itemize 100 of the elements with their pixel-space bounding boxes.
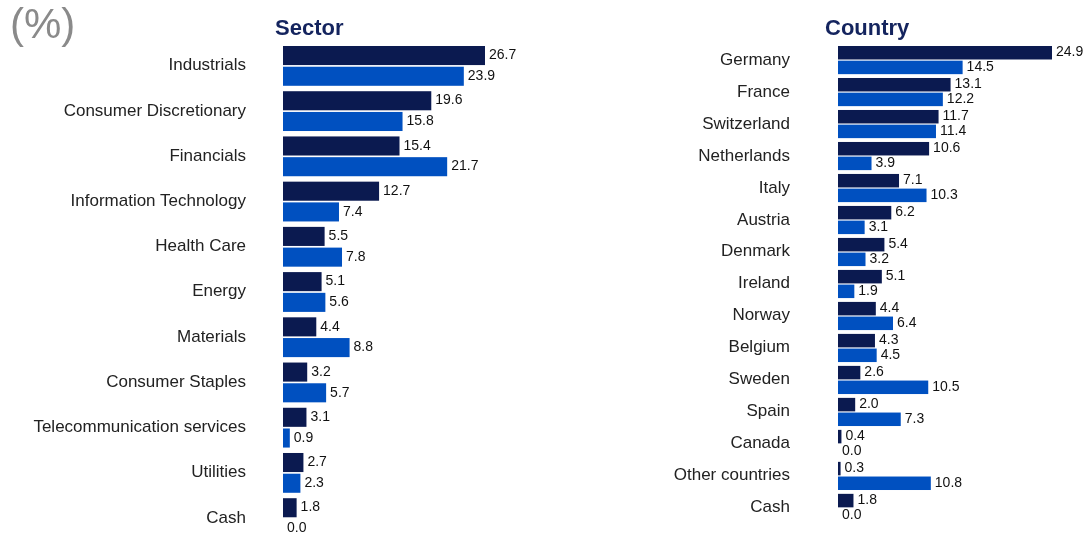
data-label: 6.4 (897, 314, 917, 331)
y-tick-label: Switzerland (702, 113, 790, 133)
y-tick-label: Health Care (155, 236, 246, 256)
bar (838, 173, 900, 188)
data-label: 2.3 (304, 473, 325, 490)
data-label: 0.4 (845, 427, 866, 444)
bar (838, 316, 893, 331)
data-label: 7.8 (346, 247, 366, 264)
bar (283, 136, 400, 156)
data-label: 1.9 (858, 282, 879, 299)
bar (838, 493, 854, 508)
data-label: 0.9 (293, 428, 314, 445)
data-label: 0.0 (842, 441, 862, 458)
data-label: 4.5 (880, 346, 901, 363)
y-tick-label: Netherlands (698, 145, 790, 165)
bar (838, 252, 866, 267)
bar (283, 383, 327, 403)
y-tick-label: Materials (177, 326, 246, 346)
bar (283, 111, 403, 132)
y-tick-label: Cash (206, 507, 246, 527)
bar (283, 247, 343, 267)
bar (283, 91, 432, 111)
data-label: 15.4 (403, 136, 431, 153)
bar (838, 365, 861, 380)
bar (283, 498, 297, 518)
y-tick-label: Ireland (738, 273, 790, 293)
bar (283, 338, 350, 358)
bar (838, 348, 877, 363)
bar (838, 412, 901, 427)
bar (838, 301, 876, 316)
data-label: 24.9 (1056, 43, 1084, 60)
data-label: 4.4 (320, 317, 340, 334)
data-label: 8.8 (353, 338, 374, 355)
data-label: 5.7 (330, 383, 350, 400)
data-label: 11.7 (942, 107, 969, 124)
data-label: 4.4 (879, 299, 900, 316)
data-label: 6.2 (895, 203, 915, 220)
data-label: 5.1 (325, 272, 346, 289)
y-tick-label: Consumer Staples (106, 371, 246, 391)
y-tick-label: Information Technology (70, 191, 247, 211)
y-tick-label: Industrials (168, 55, 246, 75)
data-label: 10.6 (933, 139, 961, 156)
bar (838, 476, 931, 491)
data-label: 3.2 (869, 250, 890, 267)
y-tick-label: Italy (758, 177, 791, 197)
y-tick-label: Belgium (728, 337, 790, 357)
bar (838, 124, 936, 139)
bar (838, 156, 872, 171)
y-tick-label: Denmark (721, 241, 791, 261)
data-label: 0.3 (844, 459, 865, 476)
bar (838, 333, 875, 348)
bar (283, 317, 317, 337)
bar (283, 473, 301, 493)
data-label: 14.5 (966, 58, 995, 75)
bar (283, 226, 325, 246)
bar (283, 157, 448, 177)
data-label: 10.3 (930, 186, 958, 203)
bar (838, 284, 855, 299)
bar (838, 141, 930, 156)
bar (283, 292, 326, 312)
bar (283, 362, 308, 382)
data-label: 2.0 (859, 395, 879, 412)
data-label: 21.7 (451, 157, 479, 174)
bar (838, 77, 951, 92)
bar (283, 452, 304, 473)
bar (283, 66, 464, 86)
data-label: 13.1 (954, 75, 983, 92)
bar (283, 202, 339, 222)
bar (838, 397, 856, 412)
y-tick-label: Norway (732, 305, 791, 325)
data-label: 12.2 (946, 90, 975, 107)
data-label: 3.9 (875, 154, 896, 171)
data-label: 5.5 (328, 227, 349, 244)
bar (838, 188, 927, 203)
bar (838, 205, 892, 220)
bar (283, 428, 290, 448)
data-label: 7.1 (903, 171, 923, 188)
bar (838, 92, 943, 107)
chart-title: Sector (275, 15, 344, 40)
bar (283, 272, 322, 292)
data-label: 4.3 (878, 331, 899, 348)
bar (838, 237, 885, 252)
data-label: 3.1 (310, 408, 331, 424)
y-tick-label: Financials (169, 145, 246, 165)
data-label: 3.2 (311, 362, 331, 379)
bar (283, 407, 307, 427)
y-tick-label: Energy (192, 281, 247, 301)
y-tick-label: Cash (750, 497, 790, 517)
y-tick-label: Sweden (728, 369, 790, 389)
y-tick-label: Germany (720, 49, 791, 69)
data-label: 15.8 (406, 112, 434, 129)
data-label: 26.7 (489, 46, 517, 63)
text: (%) (10, 0, 76, 47)
data-label: 3.1 (868, 218, 889, 235)
data-label: 23.9 (467, 66, 496, 83)
data-label: 0.0 (287, 519, 307, 536)
data-label: 10.8 (934, 473, 963, 490)
bar (838, 380, 929, 395)
bar (838, 46, 1052, 60)
y-tick-label: Telecommunication services (33, 417, 246, 437)
